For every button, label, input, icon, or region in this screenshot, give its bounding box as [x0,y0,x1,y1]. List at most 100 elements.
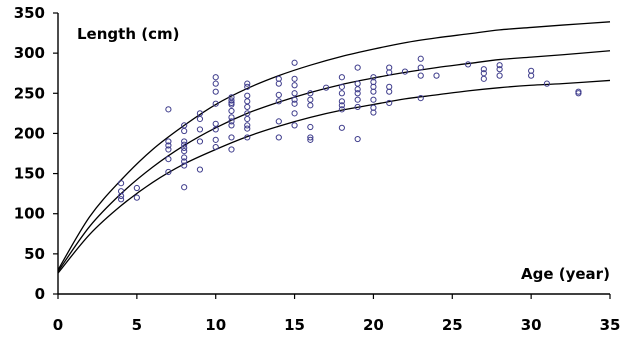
data-point [275,80,282,87]
data-point [181,127,188,135]
data-point [212,100,219,107]
data-point [291,75,298,82]
y-tick-label: 200 [14,124,45,142]
y-tick-label: 350 [14,4,45,22]
y-tick-label: 150 [14,165,45,183]
data-point [338,90,345,97]
data-point [528,72,535,79]
data-point [338,98,345,105]
x-tick-label: 0 [53,316,63,334]
y-tick-label: 50 [24,245,45,263]
data-point [291,59,298,66]
data-point [196,166,204,173]
data-point [165,106,172,113]
data-point [165,146,172,153]
data-point [244,83,251,90]
x-tick-label: 20 [363,316,384,334]
data-point [354,96,361,103]
data-point [291,90,298,97]
x-tick-label: 15 [284,316,305,334]
data-point [417,95,424,102]
data-point [212,74,219,81]
points-layer [117,55,582,203]
curve-lower-bound [57,79,611,274]
data-point [323,84,330,91]
data-point [496,72,503,79]
data-point [307,123,314,131]
data-point [575,90,582,97]
data-point [496,66,503,73]
data-point [433,72,440,79]
data-point [181,141,188,148]
y-tick-label: 100 [14,205,45,223]
data-point [165,138,172,145]
data-point [275,134,282,141]
data-point [133,194,140,201]
x-axis-title: Age (year) [521,265,610,283]
data-point [386,88,393,95]
data-point [228,146,235,153]
data-point [354,64,361,71]
data-point [117,192,125,200]
data-point [417,72,424,79]
data-point [370,88,377,95]
x-axis-ticks: 0 5 10 15 20 25 30 35 [53,294,620,334]
data-point [386,99,393,107]
data-point [181,138,188,145]
data-point [480,75,487,82]
data-point [165,156,172,163]
x-tick-label: 5 [132,316,142,334]
data-point [117,180,125,187]
data-point [307,96,314,103]
data-point [543,80,551,87]
data-point [291,110,298,117]
data-point [370,96,377,103]
x-tick-label: 10 [205,316,226,334]
y-tick-label: 0 [35,285,45,303]
data-point [181,184,188,191]
data-point [228,107,235,115]
data-point [181,144,188,151]
data-point [212,143,219,151]
y-tick-label: 300 [14,44,45,62]
data-point [181,147,188,155]
data-point [228,122,235,129]
y-axis-ticks: 0 50 100 150 200 250 300 350 [14,4,58,303]
data-point [165,168,172,176]
data-point [244,134,251,141]
y-axis-title: Length (cm) [77,25,179,43]
data-point [244,92,251,99]
data-point [338,74,345,81]
data-point [307,136,314,143]
data-point [291,122,298,129]
data-point [196,138,204,145]
data-point [338,102,345,109]
data-point [338,83,345,90]
data-point [354,90,361,97]
data-point [244,115,251,123]
data-point [464,61,472,68]
data-point [228,101,235,108]
data-point [338,124,345,131]
data-point [181,158,188,165]
data-point [181,154,188,161]
curve-mean [57,50,611,272]
data-point [370,109,377,116]
data-point [401,68,409,75]
data-point [354,80,361,87]
curve-upper-bound [57,21,611,271]
data-point [117,196,125,203]
data-point [244,80,251,87]
data-point [417,64,424,71]
data-point [354,86,361,93]
data-point [496,62,503,69]
data-point [480,66,487,73]
data-point [196,115,204,123]
data-point [228,118,235,125]
data-point [291,82,298,89]
data-point [354,135,361,143]
data-point [212,136,219,143]
data-point [275,118,282,125]
data-point [291,96,298,103]
data-point [212,80,219,87]
